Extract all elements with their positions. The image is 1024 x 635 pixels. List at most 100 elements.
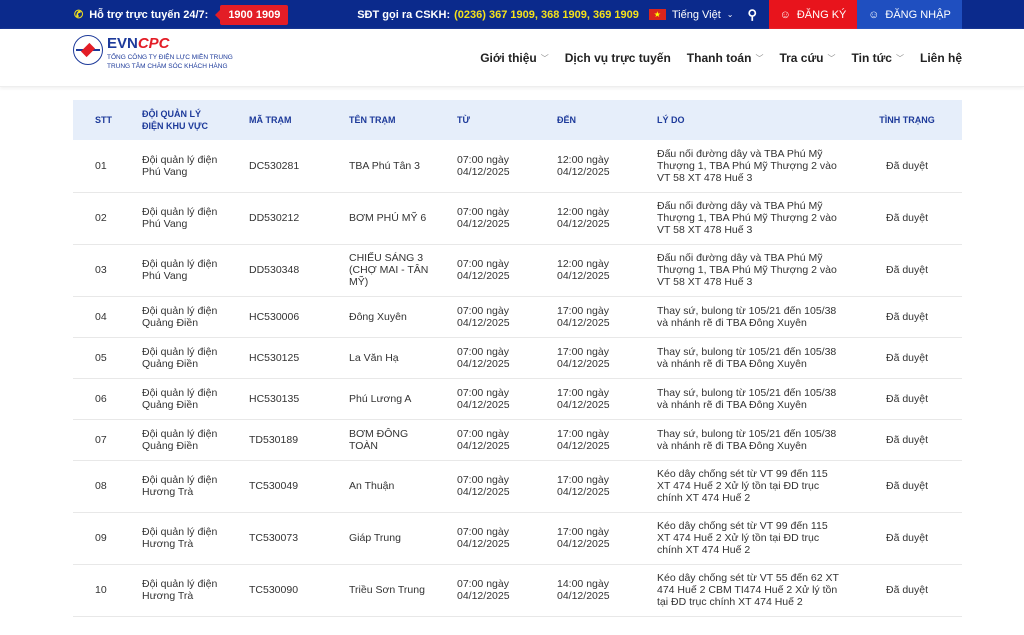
table-row: 03 Đội quản lý điện Phú Vang DD530348 CHIẾU…: [73, 244, 962, 297]
column-header: MÃ TRẠM: [249, 100, 349, 140]
table-row: 06 Đội quản lý điện Quảng Điền HC530135 Phú…: [73, 378, 962, 420]
nav-item-4[interactable]: Tin tức ﹀: [852, 29, 904, 87]
vietnam-flag-icon: ★: [648, 9, 666, 20]
table-cell: 05: [73, 337, 142, 379]
column-header: TÊN TRẠM: [349, 100, 457, 140]
table-cell: Đấu nối đường dây và TBA Phú Mỹ Thượng 1…: [657, 192, 852, 245]
table-cell: Đã duyệt: [852, 512, 962, 565]
chevron-down-icon: ﹀: [827, 53, 836, 63]
table-cell: 07:00 ngày 04/12/2025: [457, 244, 557, 297]
table-cell: 17:00 ngày 04/12/2025: [557, 378, 657, 420]
table-cell: 07:00 ngày 04/12/2025: [457, 192, 557, 245]
table-cell: Thay sứ, bulong từ 105/21 đến 105/38 và …: [657, 378, 852, 420]
table-row: 05 Đội quản lý điện Quảng Điền HC530125 La …: [73, 337, 962, 379]
table-cell: TC530049: [249, 460, 349, 513]
nav-label: Tra cứu: [779, 51, 824, 65]
nav-item-2[interactable]: Thanh toán ﹀: [687, 29, 764, 87]
hotline-number[interactable]: 1900 1909: [215, 4, 289, 25]
table-cell: 12:00 ngày 04/12/2025: [557, 244, 657, 297]
table-cell: Thay sứ, bulong từ 105/21 đến 105/38 và …: [657, 337, 852, 379]
table-cell: TC530090: [249, 564, 349, 617]
table-cell: TBA Phú Tân 3: [349, 140, 457, 193]
nav-item-1[interactable]: Dịch vụ trực tuyến: [565, 29, 671, 87]
schedule-table: STT ĐỘI QUẢN LÝ ĐIỆN KHU VỰC MÃ TRẠM TÊN TR…: [73, 100, 962, 617]
table-cell: 07:00 ngày 04/12/2025: [457, 419, 557, 461]
support-label: Hỗ trợ trực tuyến 24/7:: [89, 8, 209, 21]
chevron-down-icon: ﹀: [540, 53, 549, 63]
language-selector[interactable]: ★ Tiếng Việt ⌄: [648, 0, 733, 29]
logo-line2: TRUNG TÂM CHĂM SÓC KHÁCH HÀNG: [107, 63, 228, 70]
table-cell: 14:00 ngày 04/12/2025: [557, 564, 657, 617]
register-button[interactable]: ☺ ĐĂNG KÝ: [769, 0, 857, 29]
table-cell: BƠM PHÚ MỸ 6: [349, 192, 457, 245]
table-cell: An Thuận: [349, 460, 457, 513]
table-cell: Đội quản lý điện Phú Vang: [142, 140, 249, 193]
table-cell: Đã duyệt: [852, 337, 962, 379]
nav-label: Tin tức: [851, 51, 892, 65]
table-cell: Đấu nối đường dây và TBA Phú Mỹ Thượng 1…: [657, 244, 852, 297]
nav-label: Thanh toán: [686, 51, 752, 65]
phone-icon: ✆: [74, 9, 84, 21]
search-icon[interactable]: ⚲: [747, 6, 757, 22]
table-cell: Kéo dây chống sét từ VT 99 đến 115 XT 47…: [657, 512, 852, 565]
table-cell: Triều Sơn Trung: [349, 564, 457, 617]
top-bar: ✆ Hỗ trợ trực tuyến 24/7: 1900 1909 SĐT …: [0, 0, 1024, 29]
header: EVNCPC TỔNG CÔNG TY ĐIỆN LỰC MIỀN TRUNG …: [0, 29, 1024, 87]
table-cell: Đã duyệt: [852, 296, 962, 338]
table-cell: Đông Xuyên: [349, 296, 457, 338]
column-header: ĐỘI QUẢN LÝ ĐIỆN KHU VỰC: [142, 100, 249, 140]
table-row: 01 Đội quản lý điện Phú Vang DC530281 TBA P…: [73, 140, 962, 193]
table-cell: 07:00 ngày 04/12/2025: [457, 296, 557, 338]
evn-logo-icon: [73, 35, 103, 65]
column-header: ĐẾN: [557, 100, 657, 140]
table-cell: HC530006: [249, 296, 349, 338]
table-cell: 07:00 ngày 04/12/2025: [457, 140, 557, 193]
table-cell: 07:00 ngày 04/12/2025: [457, 460, 557, 513]
table-row: 07 Đội quản lý điện Quảng Điền TD530189 BƠM…: [73, 419, 962, 461]
table-row: 10 Đội quản lý điện Hương Trà TC530090 Triề…: [73, 564, 962, 617]
table-cell: 02: [73, 192, 142, 245]
column-header: STT: [73, 100, 142, 140]
table-cell: HC530135: [249, 378, 349, 420]
table-cell: Đã duyệt: [852, 192, 962, 245]
table-cell: Đã duyệt: [852, 564, 962, 617]
table-cell: 12:00 ngày 04/12/2025: [557, 192, 657, 245]
table-cell: Kéo dây chống sét từ VT 99 đến 115 XT 47…: [657, 460, 852, 513]
table-cell: Đã duyệt: [852, 244, 962, 297]
table-cell: 17:00 ngày 04/12/2025: [557, 512, 657, 565]
nav-label: Giới thiệu: [480, 51, 537, 65]
table-cell: Đội quản lý điện Hương Trà: [142, 564, 249, 617]
table-cell: 07:00 ngày 04/12/2025: [457, 564, 557, 617]
login-label: ĐĂNG NHẬP: [885, 8, 951, 21]
table-cell: 12:00 ngày 04/12/2025: [557, 140, 657, 193]
nav-item-5[interactable]: Liên hệ: [920, 29, 962, 87]
table-row: 08 Đội quản lý điện Hương Trà TC530049 An T…: [73, 460, 962, 513]
column-header: TỪ: [457, 100, 557, 140]
table-cell: 07:00 ngày 04/12/2025: [457, 378, 557, 420]
table-cell: 17:00 ngày 04/12/2025: [557, 419, 657, 461]
user-icon: ☺: [868, 8, 880, 21]
table-header-row: STT ĐỘI QUẢN LÝ ĐIỆN KHU VỰC MÃ TRẠM TÊN TR…: [73, 100, 962, 140]
table-cell: BƠM ĐÔNG TOÀN: [349, 419, 457, 461]
table-cell: HC530125: [249, 337, 349, 379]
nav-item-3[interactable]: Tra cứu ﹀: [779, 29, 835, 87]
table-cell: La Văn Hạ: [349, 337, 457, 379]
main-nav: Giới thiệu ﹀ Dịch vụ trực tuyến Thanh toán ﹀…: [480, 29, 962, 87]
nav-item-0[interactable]: Giới thiệu ﹀: [480, 29, 549, 87]
register-label: ĐĂNG KÝ: [796, 8, 847, 21]
login-button[interactable]: ☺ ĐĂNG NHẬP: [857, 0, 962, 29]
table-cell: 17:00 ngày 04/12/2025: [557, 460, 657, 513]
table-row: 09 Đội quản lý điện Hương Trà TC530073 Giáp…: [73, 512, 962, 565]
language-label: Tiếng Việt: [671, 8, 721, 21]
column-header: TÌNH TRẠNG: [852, 100, 962, 140]
table-cell: 09: [73, 512, 142, 565]
logo[interactable]: EVNCPC TỔNG CÔNG TY ĐIỆN LỰC MIỀN TRUNG …: [73, 35, 233, 71]
cskh-section: SĐT gọi ra CSKH: (0236) 367 1909, 368 19…: [357, 0, 639, 29]
table-cell: 04: [73, 296, 142, 338]
table-cell: Đã duyệt: [852, 140, 962, 193]
table-cell: 06: [73, 378, 142, 420]
table-cell: Đội quản lý điện Hương Trà: [142, 512, 249, 565]
table-cell: TD530189: [249, 419, 349, 461]
table-cell: Phú Lương A: [349, 378, 457, 420]
table-cell: DD530348: [249, 244, 349, 297]
